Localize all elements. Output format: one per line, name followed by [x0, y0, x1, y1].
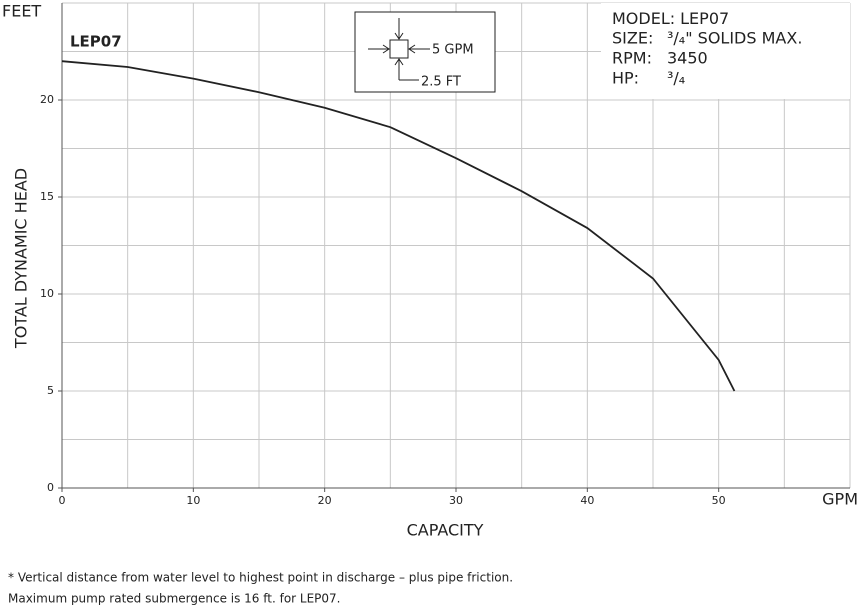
y-tick-label: 20 [40, 93, 54, 106]
y-tick-label: 5 [47, 384, 54, 397]
spec-value: 3450 [667, 49, 708, 68]
spec-label: MODEL: [612, 9, 675, 28]
scale-key-square [389, 39, 409, 59]
spec-value: ³/₄" SOLIDS MAX. [667, 29, 802, 48]
y-axis-title: TOTAL DYNAMIC HEAD [12, 168, 31, 349]
spec-label: SIZE: [612, 29, 653, 48]
x-tick-label: 50 [712, 494, 726, 507]
spec-value: ³/₄ [667, 69, 685, 88]
x-tick-label: 20 [318, 494, 332, 507]
y-unit: FEET [2, 2, 41, 21]
x-unit: GPM [822, 490, 858, 509]
x-tick-label: 30 [449, 494, 463, 507]
scale-key-y: 2.5 FT [421, 75, 461, 90]
spec-label: HP: [612, 69, 639, 88]
x-tick-label: 0 [59, 494, 66, 507]
spec-label: RPM: [612, 49, 652, 68]
scale-key-arrows [368, 18, 430, 81]
y-tick-label: 15 [40, 190, 54, 203]
spec-value: LEP07 [680, 9, 729, 28]
y-tick-label: 0 [47, 481, 54, 494]
scale-key-x: 5 GPM [432, 43, 474, 58]
x-tick-label: 40 [580, 494, 594, 507]
x-axis-title: CAPACITY [407, 521, 484, 540]
spec-line: MODEL: LEP07 [612, 9, 729, 28]
footnote: * Vertical distance from water level to … [8, 571, 513, 585]
scale-key-box [354, 11, 496, 93]
scale-key: 5 GPM 2.5 FT [354, 11, 496, 93]
x-tick-label: 10 [186, 494, 200, 507]
spec-box [601, 3, 850, 99]
curve [61, 60, 736, 392]
series-label: LEP07 [70, 33, 122, 51]
y-tick-label: 10 [40, 287, 54, 300]
footnote: Maximum pump rated submergence is 16 ft.… [8, 592, 341, 606]
